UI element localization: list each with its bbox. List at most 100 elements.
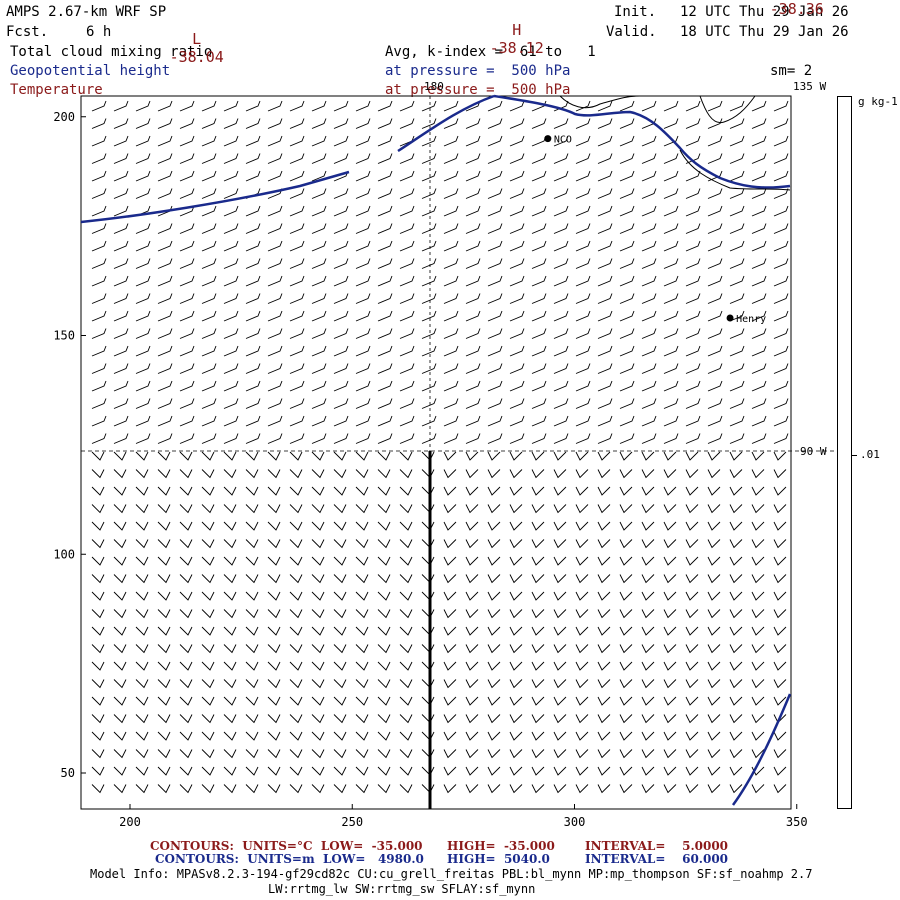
wind-barb bbox=[487, 240, 503, 252]
wind-barb bbox=[311, 118, 327, 129]
wind-barb bbox=[289, 486, 303, 496]
wind-barb bbox=[91, 539, 105, 549]
wind-barb bbox=[333, 556, 347, 566]
wind-barb bbox=[575, 749, 589, 759]
wind-barb bbox=[201, 766, 215, 776]
wind-barb bbox=[135, 504, 149, 514]
wind-barb bbox=[553, 188, 569, 199]
wind-barb bbox=[443, 731, 457, 741]
wind-barb bbox=[399, 380, 415, 392]
wind-barb bbox=[333, 626, 347, 636]
wind-barb bbox=[91, 784, 105, 794]
wind-barb bbox=[641, 170, 657, 182]
wind-barb bbox=[531, 153, 547, 164]
wind-barb bbox=[333, 766, 347, 776]
wind-barb bbox=[707, 539, 721, 549]
wind-barb bbox=[421, 223, 437, 234]
wind-barb bbox=[289, 574, 303, 584]
wind-barb bbox=[773, 380, 789, 392]
wind-barb bbox=[135, 696, 149, 706]
wind-barb bbox=[597, 784, 611, 794]
wind-barb bbox=[245, 293, 261, 304]
wind-barb bbox=[487, 100, 503, 112]
wind-barb bbox=[509, 644, 523, 654]
wind-barb bbox=[223, 170, 239, 182]
wind-barb bbox=[135, 223, 151, 234]
wind-barb bbox=[707, 574, 721, 584]
map-frame bbox=[80, 95, 792, 810]
wind-barb bbox=[707, 714, 721, 724]
wind-barb bbox=[575, 188, 591, 199]
wind-barb bbox=[245, 433, 261, 444]
wind-barbs bbox=[91, 100, 789, 794]
wind-barb bbox=[663, 345, 679, 357]
wind-barb bbox=[355, 714, 369, 724]
wind-barb bbox=[377, 415, 393, 427]
wind-barb bbox=[465, 644, 479, 654]
wind-barb bbox=[773, 609, 787, 619]
wind-barb bbox=[597, 433, 613, 444]
wind-barb bbox=[619, 714, 633, 724]
wind-barb bbox=[91, 398, 107, 409]
wind-barb bbox=[179, 784, 193, 794]
wind-barb bbox=[355, 328, 371, 339]
wind-barb bbox=[91, 591, 105, 601]
wind-barb bbox=[531, 626, 545, 636]
wind-barb bbox=[311, 380, 327, 392]
wind-barb bbox=[267, 574, 281, 584]
wind-barb bbox=[399, 731, 413, 741]
wind-barb bbox=[289, 188, 305, 199]
wind-barb bbox=[487, 749, 501, 759]
wind-barb bbox=[333, 293, 349, 304]
wind-barb bbox=[399, 100, 415, 112]
wind-barb bbox=[597, 328, 613, 339]
wind-barb bbox=[443, 293, 459, 304]
wind-barb bbox=[685, 714, 699, 724]
wind-barb bbox=[509, 714, 523, 724]
wind-barb bbox=[355, 609, 369, 619]
wind-barb bbox=[487, 609, 501, 619]
wind-barb bbox=[91, 363, 107, 374]
wind-barb bbox=[553, 696, 567, 706]
wind-barb bbox=[685, 433, 701, 444]
height-contour-4980-west bbox=[80, 170, 350, 224]
wind-barb bbox=[377, 486, 391, 496]
wind-barb bbox=[377, 328, 393, 339]
wind-barb bbox=[751, 118, 767, 129]
wind-barb bbox=[575, 345, 591, 357]
wind-barb bbox=[135, 100, 151, 112]
wind-barb bbox=[113, 574, 127, 584]
wind-barb bbox=[707, 188, 723, 199]
wind-barb bbox=[179, 433, 195, 444]
init-label: Init. bbox=[614, 4, 657, 20]
wind-barb bbox=[135, 539, 149, 549]
wind-barb bbox=[223, 275, 239, 287]
wind-barb bbox=[421, 784, 435, 794]
wind-barb bbox=[663, 398, 679, 409]
wind-barb bbox=[333, 258, 349, 269]
wind-barb bbox=[355, 784, 369, 794]
wind-barb bbox=[267, 328, 283, 339]
wind-barb bbox=[575, 380, 591, 392]
wind-barb bbox=[575, 469, 589, 479]
wind-barb bbox=[531, 415, 547, 427]
wind-barb bbox=[245, 451, 259, 461]
wind-barb bbox=[751, 679, 765, 689]
wind-barb bbox=[509, 766, 523, 776]
wind-barb bbox=[355, 118, 371, 129]
wind-barb bbox=[575, 293, 591, 304]
wind-barb bbox=[597, 275, 613, 287]
wind-barb bbox=[531, 749, 545, 759]
wind-barb bbox=[223, 258, 239, 269]
wind-barb bbox=[179, 749, 193, 759]
wind-barb bbox=[245, 205, 261, 217]
wind-barb bbox=[201, 609, 215, 619]
wind-barb bbox=[333, 521, 347, 531]
wind-barb bbox=[751, 170, 767, 182]
wind-barb bbox=[201, 679, 215, 689]
wind-barb bbox=[311, 574, 325, 584]
wind-barb bbox=[267, 415, 283, 427]
wind-barb bbox=[421, 574, 435, 584]
wind-barb bbox=[91, 328, 107, 339]
wind-barb bbox=[201, 696, 215, 706]
